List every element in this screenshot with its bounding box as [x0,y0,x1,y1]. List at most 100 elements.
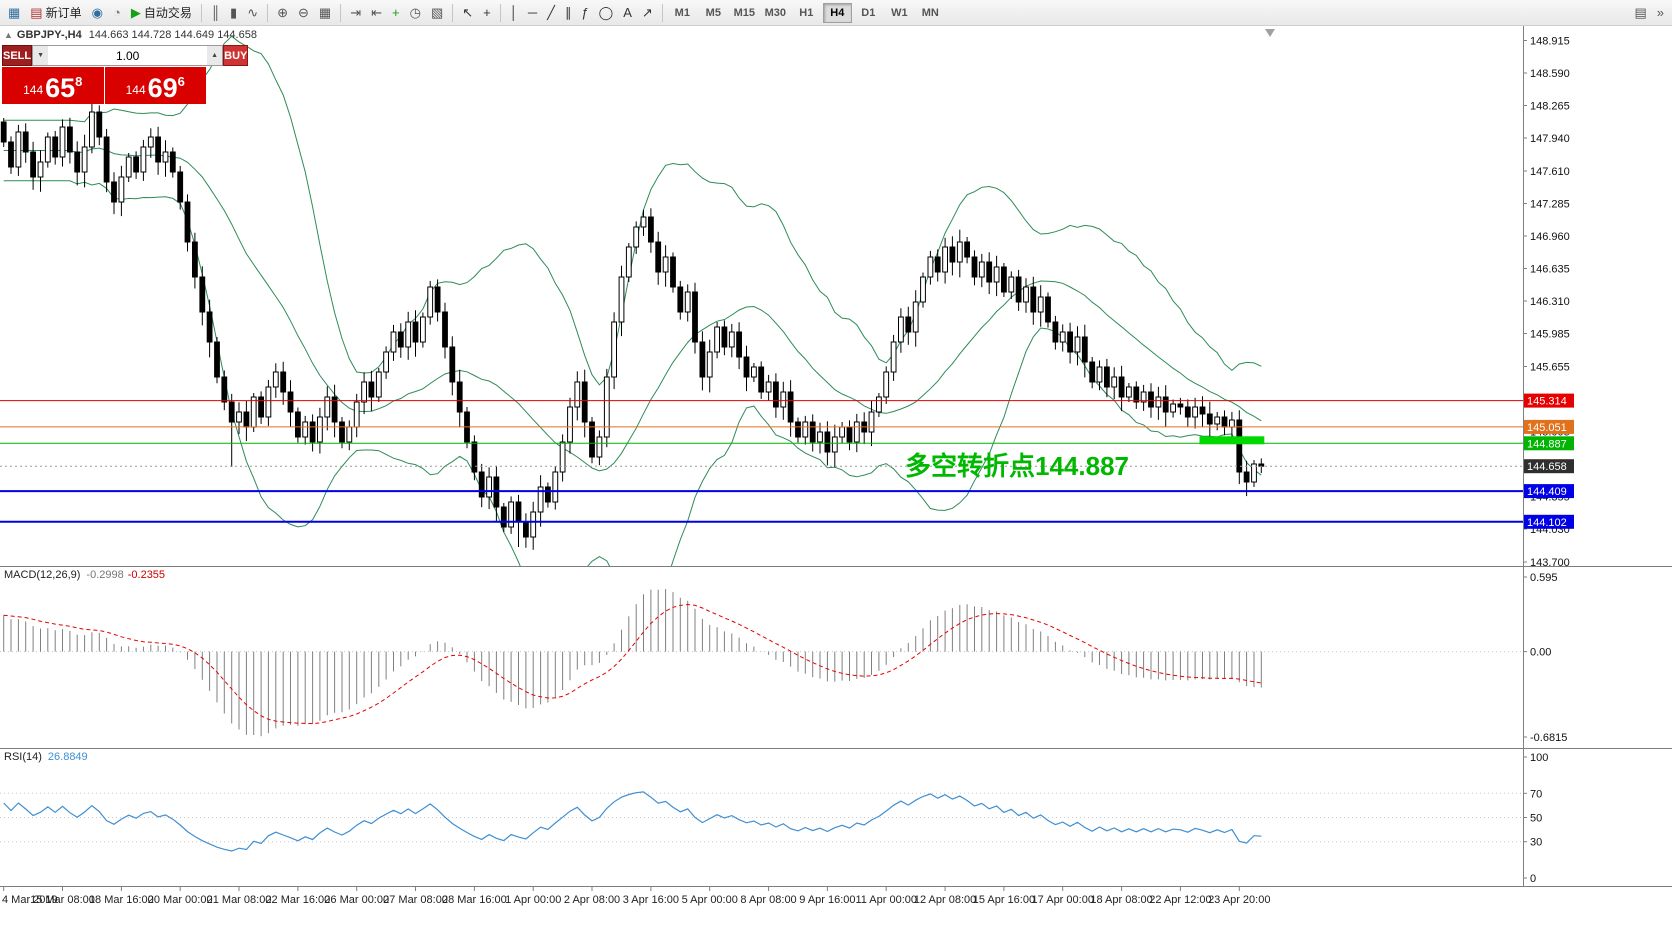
svg-text:148.265: 148.265 [1530,101,1570,113]
add-indicator-icon[interactable]: + [387,2,405,24]
bar-chart-icon[interactable]: ║ [206,2,225,24]
new-order-button-label: 新订单 [45,6,82,20]
timeframe-button-d1[interactable]: D1 [861,6,876,19]
new-order-button[interactable]: ▤ 新订单 [25,2,86,24]
shapes-icon: ◯ [598,5,614,20]
templates-icon: ▧ [430,5,444,20]
data-window-icon[interactable]: ◔ [108,2,126,24]
main-chart-svg[interactable]: 148.915 148.590 148.265 147.940 147.610 147.2… [0,26,1672,566]
rsi-indicator-label: RSI(14) 26.8849 [4,751,88,763]
svg-text:144.887: 144.887 [1527,438,1567,450]
sell-price-display[interactable]: 144 65 8 [2,67,104,104]
svg-text:144.409: 144.409 [1527,486,1567,498]
zoom-out-icon[interactable]: ⊖ [293,2,314,24]
rsi-axis[interactable]: 100 70 50 30 0 [1523,752,1548,885]
timeframe-button-h1[interactable]: H1 [799,6,814,19]
periods-icon[interactable]: ◷ [405,2,426,24]
chart-shift-marker[interactable] [1265,29,1275,37]
line-chart-icon[interactable]: ∿ [242,2,263,24]
toolbar: ▦ ▤ 新订单 ◉ ◔ ▶ 自动交易 ║ ▮ ∿ ⊕ ⊖ ▦ ⇥ ⇤ + ◷ ▧ ↖ + │ ─ ╱ ∥ ƒ ◯ A ↗ M1 M5 M15… [0,0,1672,26]
svg-text:144.658: 144.658 [1527,461,1567,473]
horizontal-line-icon[interactable]: ─ [523,2,542,24]
price-label-144.409 [1524,484,1574,499]
macd-axis[interactable]: 0.595 0.00 -0.6815 [1523,572,1567,744]
buy-button[interactable]: BUY [223,45,249,66]
svg-text:143.700: 143.700 [1530,557,1570,566]
volume-input[interactable] [48,46,208,65]
new-chart-icon[interactable]: ▦ [3,2,25,24]
svg-text:23 Apr 20:00: 23 Apr 20:00 [1208,894,1270,906]
toolbar-separator [340,3,342,22]
svg-text:21 Mar 08:00: 21 Mar 08:00 [207,894,272,906]
volume-decrease-button[interactable]: ▼ [33,46,49,65]
chart-shift-icon: ⇤ [371,5,383,20]
templates-icon[interactable]: ▧ [426,2,448,24]
svg-text:20 Mar 00:00: 20 Mar 00:00 [148,894,213,906]
timeframe-button-m1[interactable]: M1 [674,6,690,19]
buy-price-prefix: 144 [125,83,146,97]
autotrading-icon: ▶ [130,5,141,20]
toolbar-separator [267,3,269,22]
rsi-panel[interactable]: 100 70 50 30 0 [0,748,1672,887]
macd-svg[interactable]: 0.595 0.00 -0.6815 [0,567,1672,748]
svg-text:100: 100 [1530,752,1548,764]
price-label-144.887 [1524,436,1574,451]
timeframe-button-w1[interactable]: W1 [891,6,908,19]
timeframe-button-m30[interactable]: M30 [764,6,787,19]
tile-windows-icon: ▦ [318,5,332,20]
macd-panel[interactable]: 0.595 0.00 -0.6815 [0,566,1672,749]
candlestick-chart-icon[interactable]: ▮ [225,2,242,24]
svg-text:144.102: 144.102 [1527,517,1567,529]
shapes-icon[interactable]: ◯ [594,2,619,24]
volume-increase-button[interactable]: ▲ [207,46,223,65]
add-indicator-icon: + [392,5,400,20]
timeframe-button-h4[interactable]: H4 [822,2,852,23]
svg-text:145.985: 145.985 [1530,329,1570,341]
horizontal-line-icon: ─ [527,5,538,20]
zoom-in-icon[interactable]: ⊕ [272,2,293,24]
candlestick-chart-icon: ▮ [230,5,238,20]
print-icon[interactable]: ▤ [1629,2,1651,24]
sell-button[interactable]: SELL [2,45,33,66]
rsi-svg[interactable]: 100 70 50 30 0 [0,749,1672,886]
tile-windows-icon[interactable]: ▦ [314,2,336,24]
turning-point-highlight-bar[interactable] [1199,436,1265,445]
timeframe-button-m5[interactable]: M5 [705,6,721,19]
channel-icon[interactable]: ∥ [560,2,577,24]
arrows-icon[interactable]: ↗ [637,2,658,24]
market-watch-icon: ◉ [91,5,103,20]
macd-title: MACD(12,26,9) [4,569,81,581]
vertical-line-icon[interactable]: │ [505,2,523,24]
trendline-icon[interactable]: ╱ [542,2,560,24]
vertical-line-icon: │ [509,5,518,20]
text-icon: A [623,5,632,20]
timeframe-button-m15[interactable]: M15 [733,6,756,19]
text-icon[interactable]: A [618,2,637,24]
timeframe-button-mn[interactable]: MN [921,6,939,19]
macd-signal-line [3,603,1262,725]
toolbar-overflow-icon[interactable]: » [1652,2,1669,24]
buy-price-display[interactable]: 144 69 6 [104,67,206,104]
chart-panel[interactable]: 148.915 148.590 148.265 147.940 147.610 147.2… [0,26,1672,566]
auto-scroll-icon[interactable]: ⇥ [345,2,366,24]
periods-icon: ◷ [409,5,421,20]
fibonacci-icon[interactable]: ƒ [576,2,593,24]
collapse-trade-panel-icon[interactable]: ▲ [4,30,13,40]
one-click-trading-panel: SELL ▼ ▲ BUY 144 65 8 144 69 6 [2,45,249,104]
time-axis[interactable]: 4 Mar 2019 15 Mar 08:00 18 Mar 16:00 20 Mar… [0,886,1672,917]
line-chart-icon: ∿ [247,5,259,20]
price-axis[interactable]: 148.915 148.590 148.265 147.940 147.610 147.2… [1523,36,1574,567]
svg-text:15 Mar 08:00: 15 Mar 08:00 [30,894,95,906]
svg-text:4 Mar 2019: 4 Mar 2019 [2,894,58,906]
cursor-icon[interactable]: ↖ [457,2,478,24]
price-label-144.102 [1524,514,1574,529]
chart-shift-icon[interactable]: ⇤ [366,2,387,24]
crosshair-icon[interactable]: + [478,2,496,24]
market-watch-icon[interactable]: ◉ [87,2,108,24]
autotrading-button[interactable]: ▶ 自动交易 [126,2,197,24]
chart-header: ▲ GBPJPY-,H4 144.663 144.728 144.649 144… [4,29,257,41]
svg-text:146.960: 146.960 [1530,231,1570,243]
svg-text:147.940: 147.940 [1530,133,1570,145]
svg-text:2 Apr 08:00: 2 Apr 08:00 [564,894,620,906]
